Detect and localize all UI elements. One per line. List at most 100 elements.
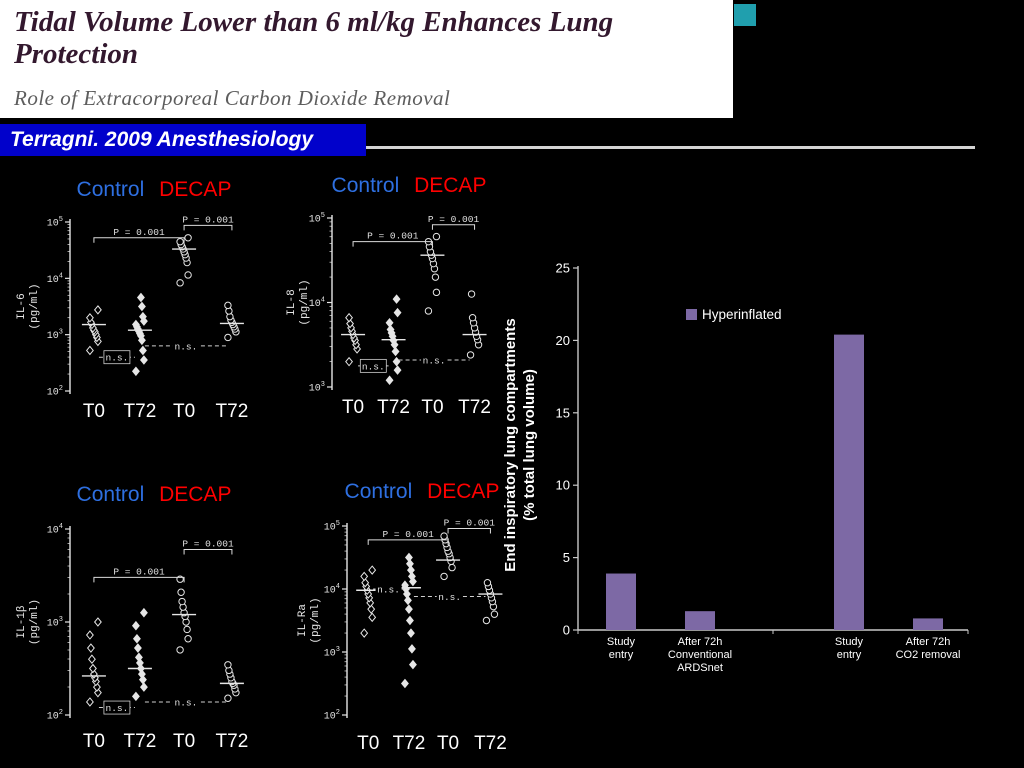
data-point bbox=[131, 620, 140, 631]
y-tick-label: 104 bbox=[47, 272, 63, 286]
data-point bbox=[386, 324, 395, 335]
x-tick-label: T72 bbox=[377, 397, 410, 418]
ns-box bbox=[172, 339, 199, 353]
data-point bbox=[138, 311, 147, 322]
data-point bbox=[345, 312, 354, 323]
data-point bbox=[406, 565, 415, 575]
y-axis-title: (pg/ml) bbox=[310, 597, 322, 643]
data-point bbox=[139, 607, 148, 618]
p-value-label: P = 0.001 bbox=[428, 214, 480, 225]
divider-line bbox=[366, 146, 975, 149]
y-axis-title: IL-Ra bbox=[297, 604, 309, 637]
data-point bbox=[224, 301, 232, 310]
data-point bbox=[136, 292, 145, 303]
scatter-plot-area: 102 103 104 IL-1β (pg/ml) T0 T72 T0 T72 P = 0.001… bbox=[16, 523, 248, 752]
data-point bbox=[88, 663, 97, 674]
y-tick-label: 105 bbox=[324, 520, 340, 534]
data-point bbox=[85, 345, 94, 356]
ns-box bbox=[172, 695, 199, 709]
decap-label: DECAP bbox=[427, 480, 500, 503]
y-axis-title: (pg/ml) bbox=[29, 283, 41, 329]
x-tick-label: T0 bbox=[173, 401, 195, 422]
x-tick-label: T72 bbox=[474, 733, 507, 754]
scatter-chart-ilra: 102 103 104 105 IL-Ra (pg/ml) T0 T72 T0 T72 P = 0.… bbox=[297, 518, 507, 754]
control-label: Control bbox=[76, 178, 145, 201]
panel-header-ilra: Control DECAP bbox=[293, 480, 523, 512]
y-tick-label: 105 bbox=[309, 212, 325, 226]
y-tick-label: 104 bbox=[309, 297, 325, 311]
data-point bbox=[490, 610, 499, 618]
scatter-panel-il6: Control DECAP 102 103 104 105 IL-6 (pg/ml) T0 T… bbox=[12, 178, 268, 425]
y-axis-title: IL-8 bbox=[286, 289, 298, 315]
y-tick-label: 103 bbox=[324, 646, 340, 660]
data-point bbox=[367, 604, 376, 614]
data-point bbox=[85, 312, 94, 323]
data-point bbox=[403, 595, 412, 606]
bar bbox=[685, 611, 715, 630]
bar-ylabel-line2: (% total lung volume) bbox=[521, 369, 538, 521]
data-point bbox=[431, 273, 440, 281]
y-tick-label: 102 bbox=[47, 709, 63, 723]
decap-label: DECAP bbox=[159, 483, 232, 506]
data-point bbox=[405, 559, 414, 569]
x-tick-label: T0 bbox=[421, 397, 443, 418]
bar-chart-y-axis-title: End inspiratory lung compartments (% tot… bbox=[501, 255, 539, 635]
data-point bbox=[138, 345, 147, 356]
data-point bbox=[424, 307, 433, 315]
data-point bbox=[224, 661, 232, 669]
x-tick-label: T0 bbox=[83, 731, 105, 752]
p-value-label: P = 0.001 bbox=[182, 538, 234, 549]
y-tick-label: 103 bbox=[309, 381, 325, 395]
data-point bbox=[345, 356, 354, 367]
citation-banner: Terragni. 2009 Anesthesiology bbox=[0, 124, 366, 156]
significance-bracket bbox=[352, 241, 433, 247]
ns-label: n.s. bbox=[175, 341, 198, 352]
p-value-label: P = 0.001 bbox=[382, 529, 434, 540]
y-tick-label: 103 bbox=[47, 616, 63, 630]
x-tick-label: T0 bbox=[357, 733, 379, 754]
ns-label: n.s. bbox=[106, 353, 129, 364]
paper-title-banner: Tidal Volume Lower than 6 ml/kg Enhances… bbox=[0, 0, 733, 118]
bar-plot-area: 0 5 10 15 20 25 Study entry After 72h Conventiona… bbox=[556, 261, 969, 674]
decap-label: DECAP bbox=[414, 174, 487, 197]
decap-label: DECAP bbox=[159, 178, 232, 201]
paper-title: Tidal Volume Lower than 6 ml/kg Enhances… bbox=[14, 6, 614, 71]
data-point bbox=[393, 365, 402, 375]
x-tick-label: T72 bbox=[124, 401, 157, 422]
y-tick-label: 102 bbox=[47, 385, 63, 399]
y-tick-label: 104 bbox=[324, 583, 340, 597]
y-tick-label: 5 bbox=[563, 550, 570, 565]
y-tick-label: 102 bbox=[324, 709, 340, 723]
y-tick-label: 15 bbox=[556, 405, 570, 420]
bar bbox=[606, 573, 636, 630]
data-point bbox=[432, 232, 441, 241]
data-point bbox=[404, 552, 413, 563]
citation-text: Terragni. 2009 Anesthesiology bbox=[10, 128, 314, 151]
data-point bbox=[184, 234, 192, 242]
x-tick-label: T72 bbox=[458, 397, 491, 418]
x-tick-label: T72 bbox=[216, 401, 249, 422]
data-point bbox=[183, 625, 191, 634]
data-point bbox=[93, 617, 102, 627]
data-point bbox=[466, 351, 475, 359]
panel-header-il6: Control DECAP bbox=[12, 178, 268, 210]
data-point bbox=[131, 319, 140, 330]
data-point bbox=[184, 271, 192, 279]
data-point bbox=[407, 644, 416, 654]
data-point bbox=[134, 652, 143, 663]
data-point bbox=[467, 290, 476, 298]
x-tick-label: T0 bbox=[437, 733, 459, 754]
data-point bbox=[468, 314, 477, 322]
y-axis-title: IL-1β bbox=[16, 605, 28, 638]
y-axis-title: IL-6 bbox=[16, 293, 28, 319]
data-point bbox=[176, 279, 184, 287]
ns-label: n.s. bbox=[362, 361, 385, 372]
x-category-label: After 72h CO2 removal bbox=[896, 636, 961, 661]
data-point bbox=[85, 697, 94, 707]
data-point bbox=[404, 604, 413, 614]
significance-bracket bbox=[183, 224, 233, 231]
ns-box bbox=[103, 350, 131, 365]
scatter-plot-area: 103 104 105 IL-8 (pg/ml) T0 T72 T0 T72 P = 0.001 P… bbox=[286, 212, 491, 418]
ns-label: n.s. bbox=[175, 697, 198, 708]
significance-bracket bbox=[367, 539, 449, 545]
